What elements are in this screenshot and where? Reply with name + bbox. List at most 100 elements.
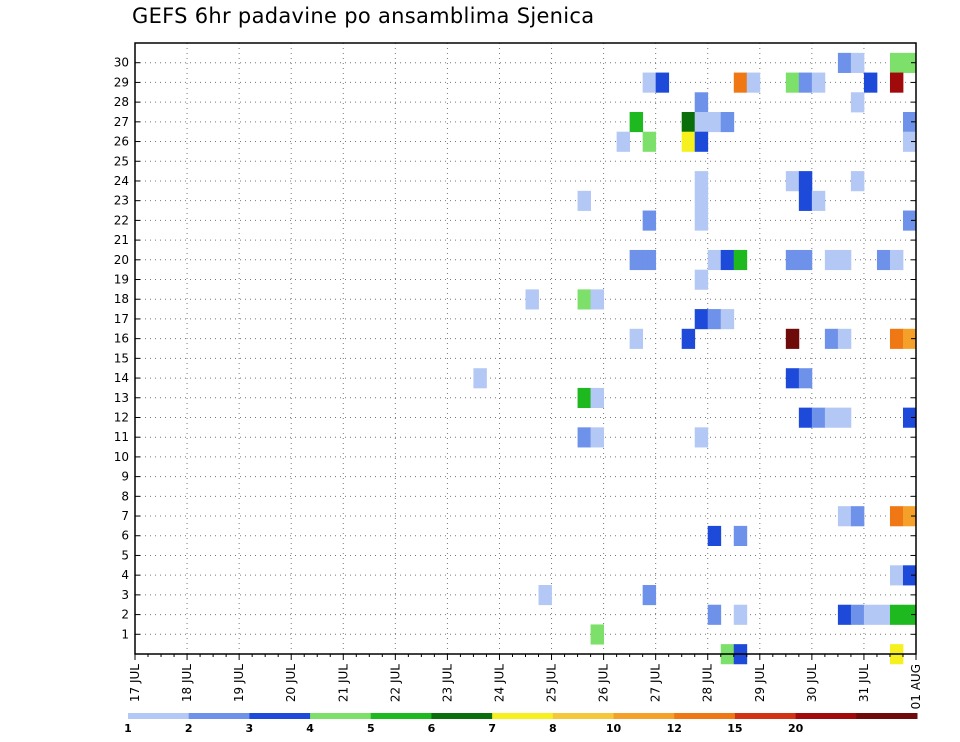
precip-cell <box>863 72 878 93</box>
color-scale-label: 6 <box>428 722 436 735</box>
precip-cell <box>577 289 591 310</box>
precip-cell <box>681 328 696 349</box>
y-tick-label: 14 <box>114 371 129 385</box>
y-tick-label: 30 <box>114 56 129 70</box>
y-tick-label: 10 <box>114 450 129 464</box>
precip-cell <box>707 525 722 546</box>
precip-cell <box>811 72 826 93</box>
y-tick-label: 2 <box>121 608 129 622</box>
precip-cell <box>902 111 917 133</box>
precip-cell <box>902 565 917 586</box>
precip-cell <box>902 407 917 428</box>
precip-cell <box>850 92 865 113</box>
precip-cell <box>616 131 631 152</box>
x-tick-label: 31 JUL <box>857 664 871 702</box>
precip-cell <box>694 210 709 231</box>
precip-cell <box>577 427 591 448</box>
precip-cell <box>590 289 604 310</box>
precip-cell <box>785 328 800 349</box>
precip-cell <box>720 309 735 330</box>
precip-cell <box>876 249 891 271</box>
color-scale-swatch <box>856 713 918 719</box>
precip-cell <box>798 407 813 428</box>
x-tick-label: 17 JUL <box>128 664 142 702</box>
color-scale-label: 8 <box>549 722 557 735</box>
y-tick-label: 21 <box>114 233 129 247</box>
precip-cell <box>707 111 722 133</box>
precip-cell <box>785 72 800 93</box>
precip-cell <box>837 249 852 271</box>
y-tick-label: 27 <box>114 115 129 129</box>
x-tick-label: 22 JUL <box>388 664 402 702</box>
chart-title: GEFS 6hr padavine po ansamblima Sjenica <box>132 4 595 28</box>
y-tick-label: 17 <box>114 312 129 326</box>
y-tick-label: 23 <box>114 194 129 208</box>
color-scale-label: 20 <box>788 722 804 735</box>
precip-cell <box>577 387 591 409</box>
precip-cell <box>707 309 722 330</box>
precip-cell <box>889 604 904 625</box>
precip-cell <box>733 72 748 93</box>
y-tick-label: 11 <box>114 430 129 444</box>
precipitation-cells <box>473 52 917 665</box>
x-tick-label: 20 JUL <box>284 664 298 702</box>
precip-cell <box>707 249 722 271</box>
y-tick-label: 19 <box>114 273 129 287</box>
precip-cell <box>837 604 852 625</box>
color-scale-swatch <box>128 713 190 719</box>
color-scale-label: 5 <box>367 722 375 735</box>
color-scale-swatch <box>613 713 675 719</box>
color-scale-swatch <box>370 713 432 719</box>
precip-cell <box>642 585 657 606</box>
precip-cell <box>798 171 813 192</box>
precip-cell <box>837 506 852 527</box>
y-tick-label: 6 <box>121 529 129 543</box>
y-tick-label: 26 <box>114 135 129 149</box>
precip-cell <box>733 604 748 625</box>
y-tick-label: 24 <box>114 174 129 188</box>
precip-cell <box>655 72 670 93</box>
color-scale-swatch <box>492 713 554 719</box>
precip-cell <box>590 387 604 409</box>
y-tick-label: 16 <box>114 332 129 346</box>
y-tick-label: 4 <box>121 568 129 582</box>
precip-cell <box>902 131 917 152</box>
color-scale-label: 4 <box>306 722 314 735</box>
y-tick-label: 25 <box>114 154 129 168</box>
precip-cell <box>824 249 839 271</box>
x-tick-label: 28 JUL <box>701 664 715 702</box>
color-scale-swatch <box>249 713 311 719</box>
precip-cell <box>837 52 852 73</box>
y-tick-label: 28 <box>114 95 129 109</box>
color-scale-swatch <box>310 713 372 719</box>
y-tick-label: 18 <box>114 292 129 306</box>
precip-cell <box>902 52 917 73</box>
precip-cell <box>902 506 917 527</box>
precip-cell <box>681 111 696 133</box>
y-tick-label: 15 <box>114 351 129 365</box>
x-tick-label: 01 AUG <box>909 664 923 709</box>
precip-cell <box>824 407 839 428</box>
precip-cell <box>525 289 539 310</box>
precip-cell <box>889 72 904 93</box>
y-tick-label: 12 <box>114 410 129 424</box>
precip-cell <box>590 427 604 448</box>
color-scale-label: 2 <box>185 722 193 735</box>
precip-cell <box>733 249 748 271</box>
precip-cell <box>798 72 813 93</box>
precip-cell <box>850 604 865 625</box>
precip-cell <box>720 249 735 271</box>
precip-cell <box>694 171 709 192</box>
precip-cell <box>889 249 904 271</box>
precip-cell <box>538 585 552 606</box>
precip-cell <box>694 131 709 152</box>
x-tick-label: 26 JUL <box>597 664 611 702</box>
precip-cell <box>733 525 748 546</box>
precip-cell <box>785 249 800 271</box>
color-scale-label: 12 <box>667 722 682 735</box>
precip-cell <box>798 368 813 389</box>
precip-cell <box>798 190 813 211</box>
precip-cell <box>811 190 826 211</box>
x-tick-label: 25 JUL <box>545 664 559 702</box>
color-scale-label: 15 <box>727 722 742 735</box>
